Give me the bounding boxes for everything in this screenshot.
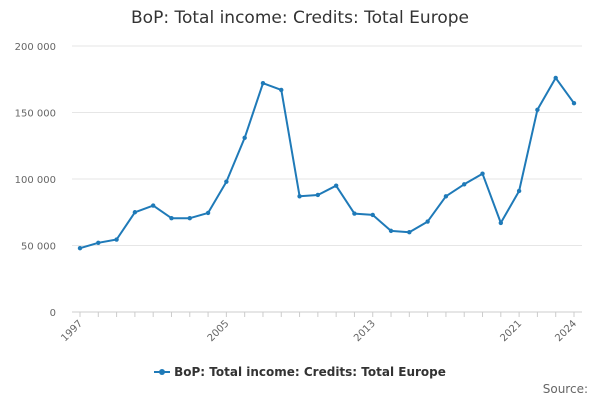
series-line-layer [79, 76, 575, 250]
data-point [260, 81, 266, 86]
x-tick-label: 2005 [206, 318, 232, 344]
series-points-layer [77, 75, 577, 251]
data-point [388, 228, 394, 234]
legend-swatch [154, 368, 171, 375]
data-point [352, 211, 357, 216]
data-point [571, 100, 577, 106]
x-tick-label: 1997 [59, 318, 85, 344]
x-tick-label: 2024 [553, 318, 579, 344]
source-label[interactable]: Source: [542, 382, 588, 396]
data-point [96, 240, 101, 246]
data-point [150, 203, 156, 208]
data-point [224, 179, 229, 184]
data-point [425, 219, 430, 224]
data-point [205, 210, 211, 216]
x-tick-label: 2021 [498, 318, 524, 344]
y-tick-label: 100 000 [15, 175, 56, 186]
data-point [187, 216, 192, 221]
gridlines [72, 45, 582, 246]
legend-label: BoP: Total income: Credits: Total Europe [174, 365, 446, 379]
data-point [114, 237, 119, 242]
data-point [407, 230, 412, 235]
y-tick-label: 150 000 [15, 109, 56, 120]
data-point [77, 245, 83, 251]
chart-title: BoP: Total income: Credits: Total Europe [131, 8, 469, 28]
data-point [279, 87, 284, 93]
data-point [553, 75, 558, 81]
legend[interactable]: BoP: Total income: Credits: Total Europe [0, 365, 600, 379]
data-point [516, 188, 522, 194]
data-point [132, 210, 138, 215]
series-line [79, 76, 575, 250]
data-point [242, 135, 247, 140]
data-point [297, 194, 302, 199]
data-point [462, 182, 467, 187]
data-point [443, 194, 449, 199]
data-point [480, 171, 485, 176]
data-point [315, 192, 321, 198]
x-tick-label: 2013 [352, 318, 378, 344]
y-tick-label: 200 000 [15, 42, 56, 53]
y-tick-label: 0 [50, 308, 56, 319]
data-point [333, 183, 339, 188]
data-point [535, 107, 540, 113]
data-point [169, 216, 174, 221]
data-point [370, 212, 375, 218]
y-tick-label: 50 000 [21, 242, 56, 253]
data-point [498, 220, 504, 226]
